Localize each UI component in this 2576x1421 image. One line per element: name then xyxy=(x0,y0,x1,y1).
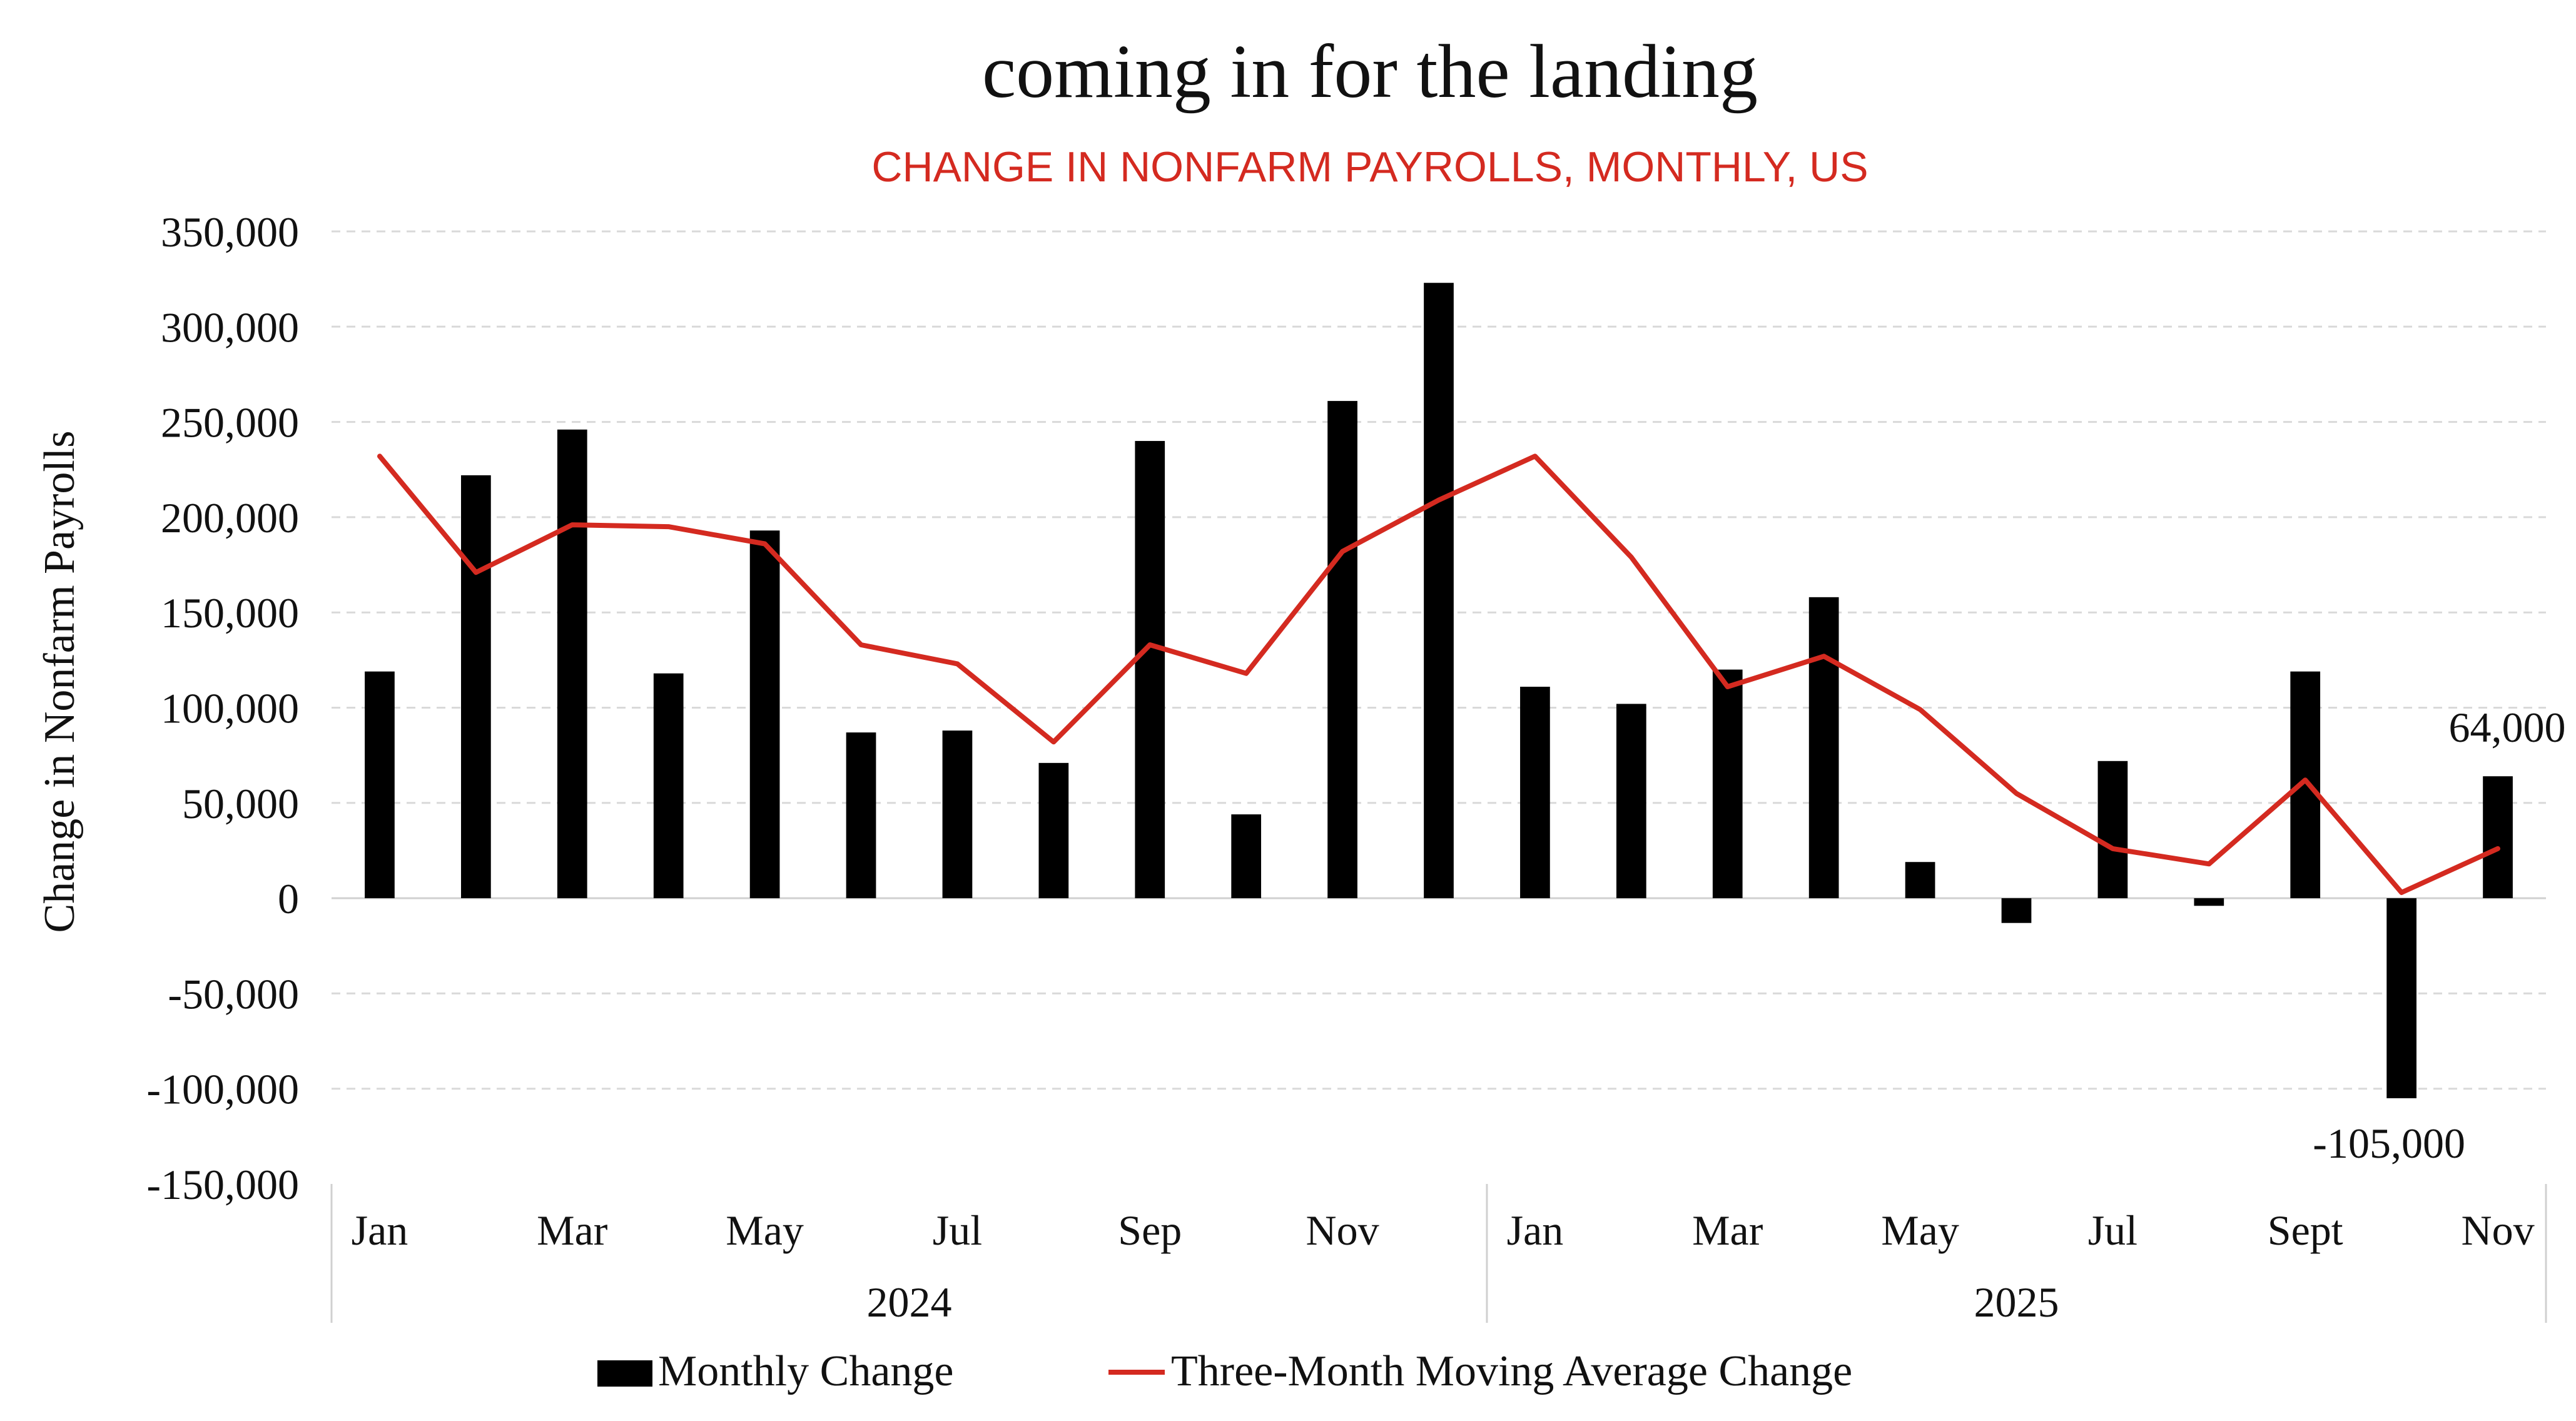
chart-title: coming in for the landing xyxy=(982,29,1758,114)
x-tick-label: Jan xyxy=(1507,1206,1564,1254)
x-tick-label: Jul xyxy=(933,1206,982,1254)
y-tick-label: 0 xyxy=(278,875,299,923)
year-label: 2024 xyxy=(866,1278,951,1326)
year-label: 2025 xyxy=(1974,1278,2059,1326)
gridlines xyxy=(332,230,2546,1090)
bar xyxy=(2194,898,2224,906)
bar xyxy=(1327,401,1357,899)
y-tick-label: 200,000 xyxy=(161,494,299,542)
bar xyxy=(1520,686,1550,899)
bar xyxy=(1616,704,1646,899)
data-label: -105,000 xyxy=(2313,1120,2465,1167)
moving-average-line xyxy=(377,453,2500,895)
y-tick-label: -50,000 xyxy=(168,970,299,1018)
bar xyxy=(1231,814,1262,899)
bar xyxy=(749,530,780,899)
x-tick-label: Mar xyxy=(1692,1206,1763,1254)
x-axis: Jan Mar May Jul Sep Nov Jan Mar May Jul Sept Nov 202… xyxy=(330,1184,2547,1326)
y-tick-label: 350,000 xyxy=(161,208,299,256)
y-tick-labels: 350,000 300,000 250,000 200,000 150,000 100,0… xyxy=(146,208,299,1208)
bar xyxy=(557,429,587,899)
bar xyxy=(1905,862,1935,899)
x-tick-label: Jan xyxy=(352,1206,408,1254)
bar xyxy=(653,673,684,899)
chart-subtitle: CHANGE IN NONFARM PAYROLLS, MONTHLY, US xyxy=(871,143,1868,191)
bar xyxy=(1038,762,1069,899)
x-tick-label: May xyxy=(1881,1206,1959,1254)
y-tick-label: -150,000 xyxy=(146,1161,299,1208)
x-tick-label: Jul xyxy=(2088,1206,2137,1254)
bar xyxy=(2290,671,2321,899)
x-tick-label: Sept xyxy=(2268,1206,2343,1254)
y-tick-label: 150,000 xyxy=(161,589,299,637)
x-tick-label: Nov xyxy=(2461,1206,2534,1254)
y-tick-label: 100,000 xyxy=(161,685,299,732)
bar xyxy=(2097,761,2128,899)
bar xyxy=(2386,898,2416,1098)
legend-swatch-monthly-change xyxy=(597,1360,652,1387)
y-tick-label: -100,000 xyxy=(146,1066,299,1113)
moving-average-line-path xyxy=(377,453,2500,895)
bar xyxy=(1135,441,1165,899)
bar xyxy=(846,732,876,899)
legend-label-moving-average: Three-Month Moving Average Change xyxy=(1171,1347,1852,1395)
y-tick-label: 250,000 xyxy=(161,399,299,447)
data-label: 64,000 xyxy=(2449,704,2566,751)
bar xyxy=(2001,898,2032,923)
legend: Monthly Change Three-Month Moving Averag… xyxy=(597,1347,1852,1395)
monthly-change-bars xyxy=(365,283,2513,1098)
x-tick-label: May xyxy=(726,1206,804,1254)
x-tick-label: Mar xyxy=(537,1206,608,1254)
bar xyxy=(1712,669,1743,899)
legend-label-monthly-change: Monthly Change xyxy=(658,1347,953,1395)
bar xyxy=(2483,776,2513,899)
bar xyxy=(1424,283,1454,899)
x-tick-label: Nov xyxy=(1306,1206,1379,1254)
x-tick-label: Sep xyxy=(1118,1206,1182,1254)
data-labels: 64,000 -105,000 xyxy=(2313,704,2565,1167)
y-axis-label: Change in Nonfarm Payrolls xyxy=(36,431,84,933)
y-tick-label: 300,000 xyxy=(161,303,299,351)
y-tick-label: 50,000 xyxy=(182,780,299,827)
bar xyxy=(365,671,395,899)
bar xyxy=(461,475,491,899)
bar xyxy=(1808,597,1839,899)
bar xyxy=(942,731,973,899)
